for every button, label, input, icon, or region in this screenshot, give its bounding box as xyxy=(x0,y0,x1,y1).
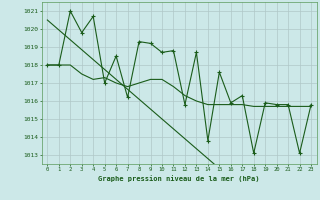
X-axis label: Graphe pression niveau de la mer (hPa): Graphe pression niveau de la mer (hPa) xyxy=(99,175,260,182)
